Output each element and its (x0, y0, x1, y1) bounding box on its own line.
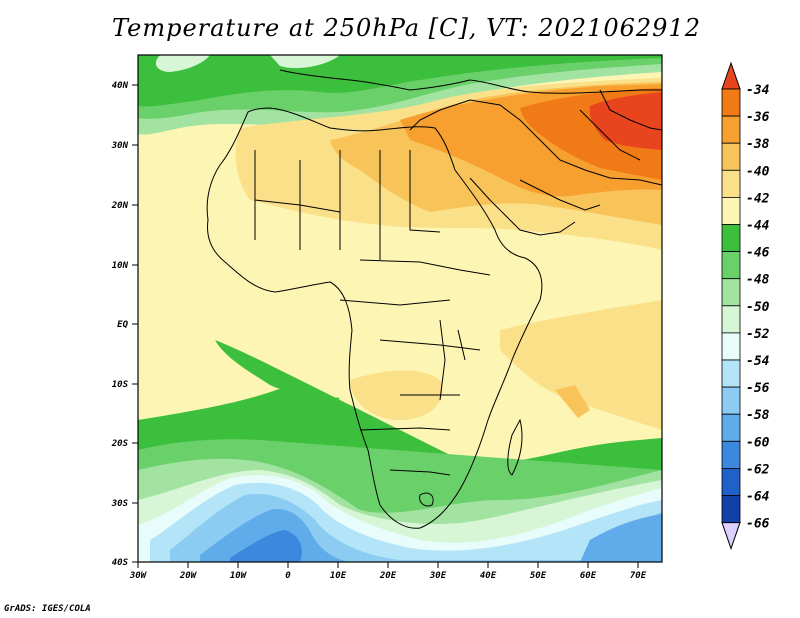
lon-label: 10W (230, 571, 248, 581)
lat-label: EQ (117, 320, 128, 330)
lat-label: 30N (111, 141, 129, 151)
lon-labels: 30W 20W 10W 0 10E 20E 30E 40E 50E 60E 70… (129, 571, 647, 581)
colorbar-label: -44 (746, 219, 770, 234)
colorbar-segment (721, 142, 741, 171)
colorbar-segment (721, 115, 741, 144)
colorbar-segment (721, 413, 741, 442)
map-frame (137, 54, 663, 563)
lon-label: 30W (129, 571, 148, 581)
lon-label: 10E (330, 571, 347, 581)
colorbar-label: -52 (746, 327, 770, 342)
lon-axis (137, 562, 639, 568)
colorbar-min-triangle (721, 522, 741, 551)
colorbar-label: -56 (746, 381, 770, 396)
colorbar-label: -46 (746, 246, 770, 261)
colorbar-segment (721, 278, 741, 307)
colorbar-label: -42 (746, 191, 770, 206)
colorbar-max-triangle (721, 61, 741, 90)
colorbar-segment (721, 88, 741, 117)
coastlines (206, 69, 662, 529)
lat-label: 40S (112, 558, 129, 568)
lon-label: 40E (480, 571, 497, 581)
lat-label: 10S (112, 380, 129, 390)
colorbar-segment (721, 224, 741, 253)
map-title: Temperature at 250hPa [C], VT: 202106291… (112, 14, 701, 42)
colorbar-segment (721, 251, 741, 280)
colorbar-segment (721, 495, 741, 524)
colorbar: -34 -36 -38 -40 -42 -44 -46 -48 -50 -52 -54 -56 -58 -… (721, 61, 770, 551)
lon-label: 70E (630, 571, 647, 581)
colorbar-label: -60 (746, 435, 770, 450)
lon-label: 20W (179, 571, 198, 581)
colorbar-label: -48 (746, 273, 770, 288)
colorbar-segment (721, 332, 741, 361)
lon-label: 50E (530, 571, 547, 581)
lon-label: 60E (580, 571, 597, 581)
colorbar-label: -64 (746, 490, 770, 505)
colorbar-label: -66 (746, 517, 770, 532)
colorbar-segment (721, 386, 741, 415)
colorbar-segment (721, 169, 741, 198)
colorbar-label: -34 (746, 83, 770, 98)
colorbar-label: -50 (746, 300, 770, 315)
colorbar-segment (721, 440, 741, 469)
lon-label: 20E (379, 571, 397, 581)
colorbar-label: -54 (746, 354, 770, 369)
colorbar-segment (721, 467, 741, 496)
lon-label: 0 (285, 571, 291, 581)
lat-label: 30S (111, 499, 129, 509)
colorbar-label: -38 (746, 137, 770, 152)
temperature-field (138, 55, 662, 562)
colorbar-segment (721, 359, 741, 388)
colorbar-label: -58 (746, 408, 770, 423)
grads-credit: GrADS: IGES/COLA (4, 604, 91, 614)
lon-label: 30E (429, 571, 447, 581)
lat-axis (132, 84, 138, 563)
lat-label: 10N (112, 261, 129, 271)
lat-labels: 40N 30N 20N 10N EQ 10S 20S 30S 40S (111, 81, 129, 568)
colorbar-segment (721, 305, 741, 334)
lat-label: 20N (111, 201, 129, 211)
colorbar-label: -36 (746, 110, 770, 125)
lat-label: 40N (112, 81, 129, 91)
colorbar-label: -40 (746, 164, 770, 179)
colorbar-segment (721, 196, 741, 225)
colorbar-label: -62 (746, 462, 770, 477)
lat-label: 20S (111, 439, 129, 449)
